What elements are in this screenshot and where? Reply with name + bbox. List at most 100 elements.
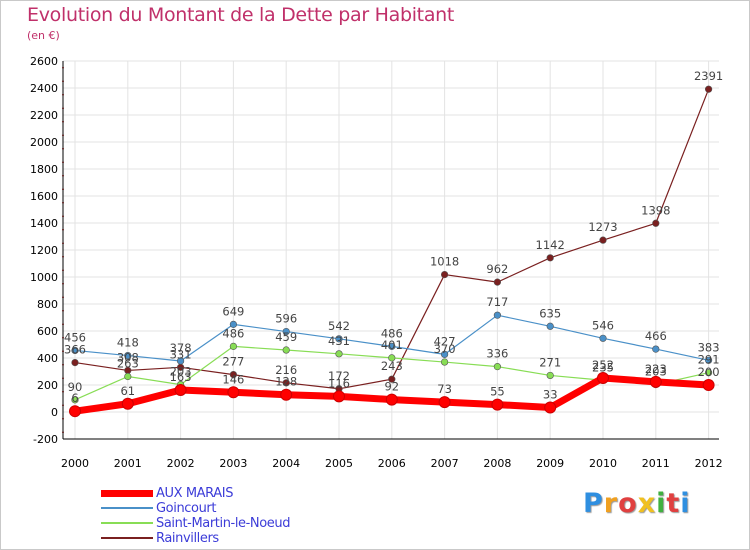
x-tick-label: 2004 [272, 457, 300, 470]
chart-subtitle: (en €) [27, 29, 60, 42]
legend-swatch [101, 522, 153, 524]
data-point-saint-martin-le-noeud [71, 396, 79, 404]
data-point-aux-marais [702, 379, 715, 391]
data-point-goincourt [493, 311, 502, 319]
x-tick-label: 2001 [114, 457, 142, 470]
data-point-rainvillers [229, 371, 237, 379]
data-point-aux-marais [121, 397, 134, 410]
data-point-aux-marais [438, 396, 451, 409]
data-point-rainvillers [282, 379, 290, 387]
legend-label: Rainvillers [156, 531, 219, 546]
data-label: 6 [71, 391, 78, 405]
data-label: 216 [275, 363, 297, 377]
data-point-goincourt [546, 322, 554, 330]
logo-letter: r [603, 488, 619, 519]
data-point-rainvillers [704, 85, 713, 93]
data-point-rainvillers [493, 278, 502, 286]
data-label: 146 [222, 372, 244, 386]
legend-swatch [101, 490, 153, 497]
x-tick-label: 2006 [378, 457, 406, 470]
data-label: 366 [64, 343, 86, 357]
data-point-goincourt [124, 351, 132, 360]
x-tick-label: 2009 [536, 457, 564, 470]
logo-letter: x [637, 488, 657, 519]
data-point-aux-marais [649, 375, 662, 388]
data-label: 92 [384, 380, 399, 394]
data-label: 1142 [536, 238, 565, 252]
data-label: 486 [381, 326, 403, 340]
data-label: 291 [698, 353, 720, 367]
data-point-saint-martin-le-noeud [124, 372, 132, 381]
data-label: 962 [486, 262, 508, 276]
x-tick-label: 2007 [431, 457, 459, 470]
data-point-goincourt [335, 335, 343, 343]
data-label: 223 [645, 362, 667, 376]
data-point-saint-martin-le-noeud [388, 354, 396, 362]
data-label: 61 [120, 384, 135, 398]
y-tick-label: 2600 [30, 55, 58, 68]
y-tick-label: -200 [33, 433, 58, 446]
axes: -200 0 200 400 600 800 1000 1200 1400 1600 1800 200… [30, 55, 723, 470]
data-label: 331 [170, 347, 192, 361]
legend-swatch [101, 507, 153, 509]
y-tick-label: 2200 [30, 109, 58, 122]
data-label: 456 [64, 330, 86, 344]
data-point-saint-martin-le-noeud [704, 369, 713, 377]
data-point-goincourt [71, 346, 79, 355]
y-tick-label: 800 [37, 298, 58, 311]
data-label: 466 [645, 329, 667, 343]
data-label: 277 [222, 355, 244, 369]
data-label: 635 [539, 306, 561, 320]
y-tick-label: 1800 [30, 163, 58, 176]
data-point-aux-marais [174, 383, 187, 396]
data-point-goincourt [704, 356, 713, 364]
data-point-rainvillers [388, 375, 396, 383]
data-label: 200 [698, 365, 720, 379]
data-point-rainvillers [546, 254, 554, 262]
data-point-aux-marais [544, 401, 557, 414]
data-point-saint-martin-le-noeud [229, 342, 237, 350]
x-tick-label: 2012 [695, 457, 723, 470]
data-label: 1398 [641, 203, 670, 217]
data-label: 203 [170, 365, 192, 379]
data-point-goincourt [599, 334, 607, 342]
data-point-goincourt [177, 357, 185, 365]
data-point-goincourt [229, 320, 237, 328]
logo-letter: i [680, 488, 691, 519]
legend-item-goincourt: Goincourt [101, 501, 361, 516]
y-tick-label: 600 [37, 325, 58, 338]
data-label: 649 [222, 304, 244, 318]
data-point-saint-martin-le-noeud [282, 346, 290, 354]
data-label: 90 [68, 380, 83, 394]
data-point-saint-martin-le-noeud [441, 358, 449, 366]
data-point-aux-marais [385, 393, 398, 406]
data-point-goincourt [652, 345, 660, 353]
data-label: 383 [698, 340, 720, 354]
data-label: 128 [275, 375, 297, 389]
data-point-goincourt [282, 327, 290, 336]
data-label: 243 [381, 359, 403, 373]
legend-swatch [101, 537, 153, 539]
x-tick-label: 2008 [483, 457, 511, 470]
data-label: 263 [117, 356, 139, 370]
data-label: 116 [328, 376, 350, 390]
data-label: 1018 [430, 255, 459, 269]
data-label: 542 [328, 319, 350, 333]
legend-label: Goincourt [156, 501, 217, 516]
data-label: 717 [486, 295, 508, 309]
data-point-goincourt [441, 350, 449, 358]
logo-letter: i [656, 488, 667, 519]
x-tick-label: 2002 [167, 457, 195, 470]
data-label: 55 [490, 385, 505, 399]
data-label: 271 [539, 355, 561, 369]
y-tick-label: 1000 [30, 271, 58, 284]
data-label: 401 [381, 338, 403, 352]
x-tick-label: 2003 [219, 457, 247, 470]
x-tick-label: 2000 [61, 457, 89, 470]
data-point-rainvillers [652, 219, 660, 227]
data-label: 378 [170, 341, 192, 355]
data-point-rainvillers [441, 270, 449, 279]
data-label: 418 [117, 336, 139, 350]
data-label: 33 [543, 388, 558, 402]
